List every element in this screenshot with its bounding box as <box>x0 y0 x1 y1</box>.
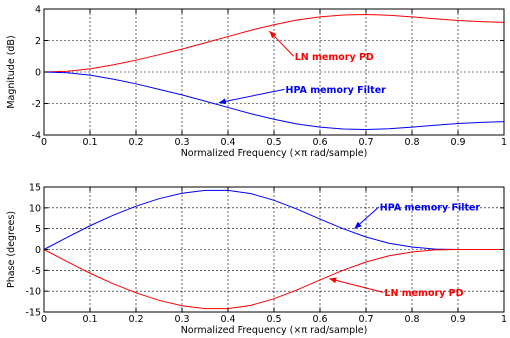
series-line-hpa-memory-filter <box>43 189 504 250</box>
series-line-ln-memory-pd <box>43 14 505 73</box>
y-tick-label: 10 <box>29 203 41 214</box>
y-tick-label: -15 <box>25 308 41 319</box>
annotation-arrowhead <box>329 277 337 284</box>
x-tick-label: 0 <box>41 137 47 148</box>
annotation-arrow <box>218 88 285 104</box>
x-tick-label: 0.9 <box>450 137 465 148</box>
x-tick-label: 0.3 <box>174 137 189 148</box>
x-tick-label: 0.4 <box>220 314 235 325</box>
y-tick-label: 2 <box>35 36 41 47</box>
x-tick-label: 0.7 <box>358 314 373 325</box>
y-tick-label: 0 <box>35 68 41 79</box>
y-axis-label: Magnitude (dB) <box>6 35 17 108</box>
annotation-arrow <box>329 278 384 293</box>
annotation-label: LN memory PD <box>295 52 374 63</box>
x-tick-label: 0.1 <box>82 314 97 325</box>
x-tick-label: 0.9 <box>450 314 465 325</box>
y-tick-label: -10 <box>25 287 41 298</box>
x-tick-label: 0.6 <box>312 314 327 325</box>
x-tick-label: 1 <box>501 314 507 325</box>
y-tick-label: -5 <box>32 266 41 277</box>
x-tick-label: 0.3 <box>174 314 189 325</box>
series-line-hpa-memory-filter <box>43 71 505 130</box>
y-tick-label: 15 <box>29 183 41 194</box>
x-tick-label: 0.6 <box>312 137 327 148</box>
x-tick-label: 0.2 <box>128 314 143 325</box>
annotation-arrowhead <box>354 221 362 229</box>
annotation-arrowhead <box>269 31 277 39</box>
annotation-label: LN memory PD <box>384 288 463 299</box>
x-tick-label: 0.5 <box>266 137 281 148</box>
x-tick-label: 1 <box>501 137 507 148</box>
annotation-label: HPA memory Filter <box>286 85 387 96</box>
x-axis-label: Normalized Frequency (×π rad/sample) <box>181 325 368 336</box>
x-tick-label: 0.2 <box>128 137 143 148</box>
y-tick-label: 0 <box>35 245 41 256</box>
annotation-label: HPA memory Filter <box>380 203 481 214</box>
chart-2: 0 0.1 0.2 0.3 0.4 0.5 0.6 0.7 0.8 0.9 1 -15 -10 -5 0 5 1… <box>6 183 507 337</box>
y-tick-label: -4 <box>32 131 41 142</box>
annotation-arrowhead <box>218 98 227 105</box>
x-axis-label: Normalized Frequency (×π rad/sample) <box>181 148 368 159</box>
x-tick-label: 0.4 <box>220 137 235 148</box>
x-tick-label: 0.5 <box>266 314 281 325</box>
y-tick-label: 5 <box>35 224 41 235</box>
y-tick-label: 4 <box>35 5 41 16</box>
x-tick-label: 0 <box>41 314 47 325</box>
x-tick-label: 0.7 <box>358 137 373 148</box>
y-axis-label: Phase (degrees) <box>6 211 17 288</box>
chart-1: 0 0.1 0.2 0.3 0.4 0.5 0.6 0.7 0.8 0.9 1 -4 -2 0 2 4 Norm… <box>6 5 507 160</box>
y-tick-label: -2 <box>32 99 41 110</box>
x-tick-label: 0.1 <box>82 137 97 148</box>
series-line-ln-memory-pd <box>43 249 504 310</box>
x-tick-label: 0.8 <box>404 137 419 148</box>
x-tick-label: 0.8 <box>404 314 419 325</box>
